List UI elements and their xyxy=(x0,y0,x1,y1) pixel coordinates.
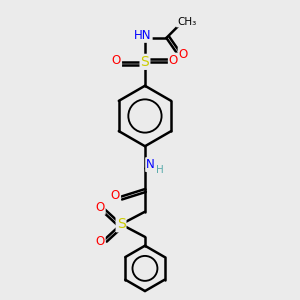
Text: S: S xyxy=(117,217,125,231)
Text: H: H xyxy=(156,165,164,175)
Text: S: S xyxy=(141,55,149,69)
Text: O: O xyxy=(95,201,105,214)
Text: O: O xyxy=(169,54,178,67)
Text: O: O xyxy=(112,54,121,67)
Text: O: O xyxy=(178,48,188,61)
Text: N: N xyxy=(146,158,155,171)
Text: O: O xyxy=(95,235,105,248)
Text: O: O xyxy=(111,189,120,202)
Text: CH₃: CH₃ xyxy=(177,16,196,26)
Text: HN: HN xyxy=(134,29,152,42)
